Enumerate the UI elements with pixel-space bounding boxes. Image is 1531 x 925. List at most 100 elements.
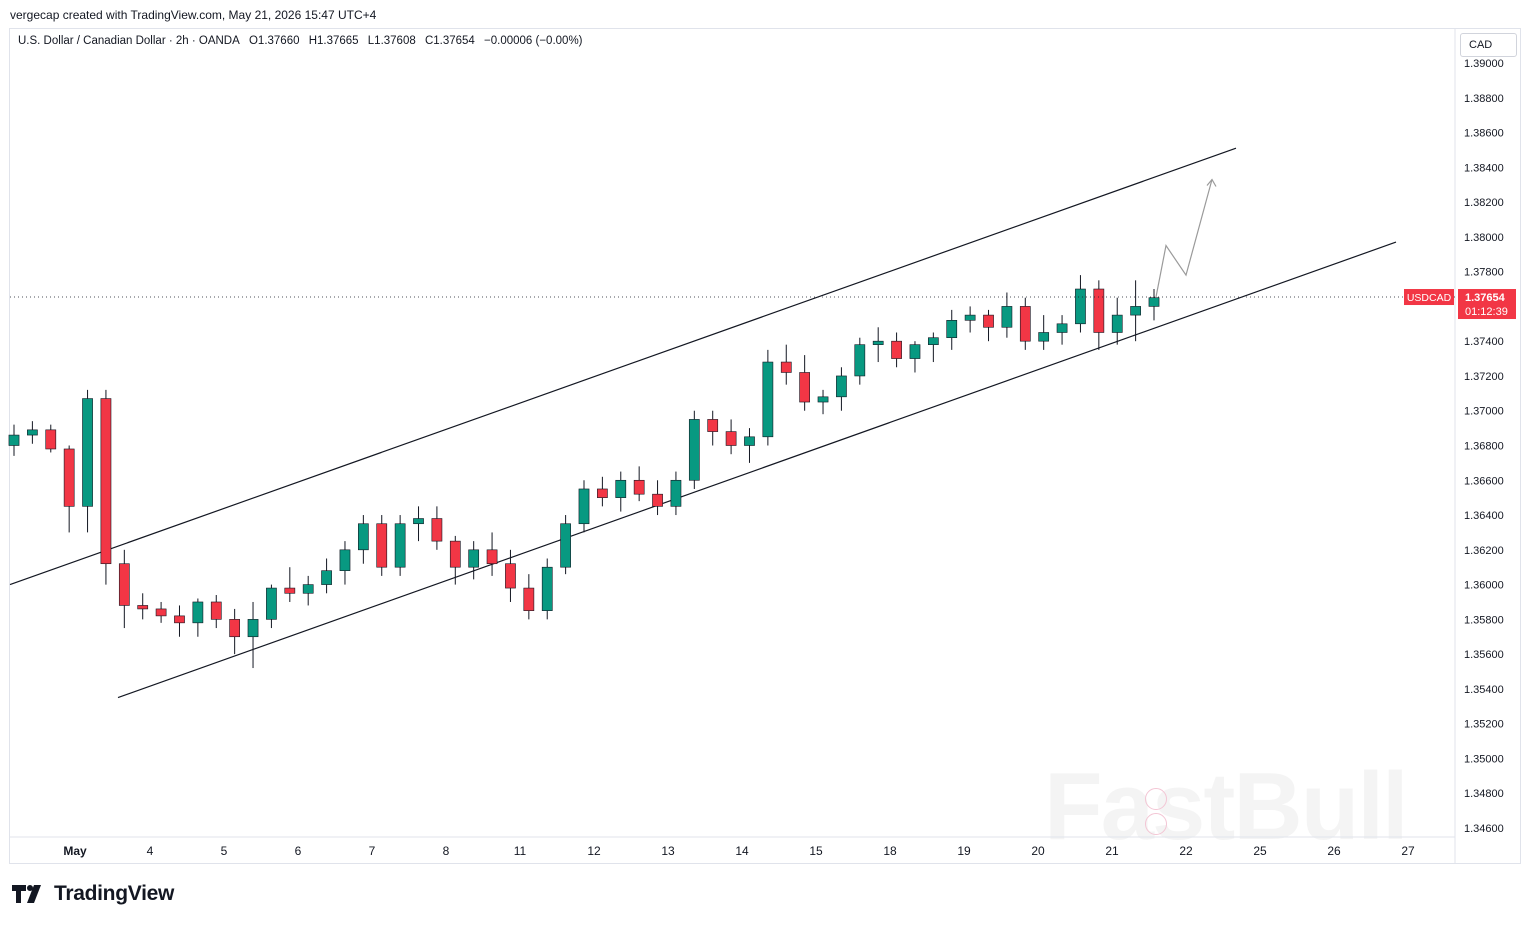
- candle-body: [174, 615, 185, 624]
- price-tick-label: 1.36000: [1464, 580, 1504, 592]
- projection-arrowhead: [1206, 178, 1217, 187]
- candle-body: [578, 488, 590, 525]
- price-tick-label: 1.36200: [1464, 545, 1504, 557]
- candle-body: [1075, 288, 1086, 325]
- candle-body: [449, 540, 461, 568]
- time-tick-label: 21: [1105, 844, 1119, 858]
- candle-body: [780, 361, 792, 373]
- time-tick-label: 15: [809, 844, 823, 858]
- candle-body: [872, 340, 884, 345]
- candle-body: [1038, 332, 1050, 342]
- candle-body: [597, 488, 608, 498]
- candle-body: [1001, 306, 1013, 328]
- chart-frame: [9, 28, 1521, 864]
- candle-body: [284, 587, 296, 594]
- price-tick-label: 1.35800: [1464, 614, 1504, 626]
- candle-body: [229, 619, 241, 638]
- symbol-title[interactable]: U.S. Dollar / Canadian Dollar · 2h · OAN…: [18, 35, 240, 47]
- ohlc-high: H1.37665: [308, 35, 359, 47]
- currency-selector[interactable]: CAD: [1460, 33, 1517, 57]
- time-tick-label: 19: [957, 844, 971, 858]
- candle-body: [302, 584, 314, 594]
- candle-body: [192, 601, 204, 624]
- last-price-tag: [1458, 289, 1516, 320]
- price-tick-label: 1.38000: [1464, 232, 1504, 244]
- candle-body: [1019, 306, 1031, 342]
- candle-body: [137, 605, 149, 610]
- time-tick-label: 14: [735, 844, 749, 858]
- time-tick-label: 4: [147, 844, 154, 858]
- candle-body: [560, 523, 571, 568]
- time-tick-label: 18: [883, 844, 897, 858]
- time-tick-label: 7: [369, 844, 376, 858]
- candle-body: [210, 601, 222, 620]
- tradingview-logo[interactable]: TradingView: [12, 882, 174, 906]
- candle-body: [8, 434, 20, 446]
- time-tick-label: 12: [587, 844, 601, 858]
- candle-body: [339, 549, 351, 571]
- price-tick-label: 1.38200: [1464, 197, 1504, 209]
- candle-body: [891, 340, 902, 359]
- candle-body: [927, 337, 939, 345]
- price-tick-label: 1.34600: [1464, 823, 1504, 835]
- candle-body: [836, 375, 847, 398]
- candle-body: [321, 570, 332, 585]
- price-tick-label: 1.37000: [1464, 406, 1504, 418]
- candle-body: [909, 344, 921, 359]
- price-tick-label: 1.39000: [1464, 58, 1504, 70]
- candle-body: [413, 518, 424, 525]
- candle-body: [744, 436, 755, 446]
- symbol-tag: [1404, 289, 1454, 306]
- candle-body: [1148, 297, 1160, 307]
- tv-logo-icon: [12, 885, 41, 903]
- candle-body: [394, 523, 406, 568]
- time-tick-label: 8: [443, 844, 450, 858]
- time-tick-label: 27: [1401, 844, 1415, 858]
- time-tick-label: May: [63, 844, 87, 858]
- candle-body: [27, 429, 38, 436]
- candle-body: [983, 314, 994, 328]
- candle-body: [155, 608, 167, 617]
- candle-body: [376, 523, 388, 568]
- time-tick-label: 5: [221, 844, 228, 858]
- price-tick-label: 1.37400: [1464, 336, 1504, 348]
- candle-body: [468, 549, 480, 568]
- price-tick-label: 1.36400: [1464, 510, 1504, 522]
- price-tick-label: 1.36600: [1464, 475, 1504, 487]
- candle-body: [266, 587, 277, 620]
- price-tick-label: 1.35200: [1464, 719, 1504, 731]
- time-tick-label: 20: [1031, 844, 1045, 858]
- bar-countdown: 01:12:39: [1465, 306, 1508, 318]
- candle-body: [799, 372, 811, 403]
- candle-body: [523, 587, 535, 611]
- candle-body: [964, 314, 976, 321]
- chart-credit: vergecap created with TradingView.com, M…: [10, 8, 377, 22]
- candle-body: [1056, 323, 1068, 333]
- candle-body: [82, 398, 93, 507]
- price-tick-label: 1.37200: [1464, 371, 1504, 383]
- candle-body: [63, 448, 75, 507]
- candle-body: [1130, 306, 1141, 316]
- watermark-text: FastBull: [1044, 752, 1409, 862]
- watermark-icons: [1145, 788, 1167, 838]
- price-tick-label: 1.37800: [1464, 267, 1504, 279]
- symbol-info-line: U.S. Dollar / Canadian Dollar · 2h · OAN…: [18, 35, 589, 47]
- time-tick-label: 13: [661, 844, 675, 858]
- lower-channel-line: [117, 241, 1397, 699]
- candle-body: [100, 398, 112, 565]
- candle-body: [247, 619, 259, 638]
- candle-body: [431, 518, 443, 542]
- tradingview-brand: TradingView: [54, 882, 175, 905]
- time-tick-label: 25: [1253, 844, 1267, 858]
- price-tick-label: 1.35000: [1464, 753, 1504, 765]
- ohlc-open: O1.37660: [248, 35, 300, 47]
- upper-channel-line: [9, 147, 1237, 586]
- price-tick-label: 1.36800: [1464, 441, 1504, 453]
- candle-body: [486, 549, 498, 565]
- candle-body: [1111, 314, 1123, 333]
- time-tick-label: 6: [295, 844, 302, 858]
- candle-body: [688, 419, 700, 481]
- price-tick-label: 1.34800: [1464, 788, 1504, 800]
- lightning-icon: [1145, 788, 1167, 810]
